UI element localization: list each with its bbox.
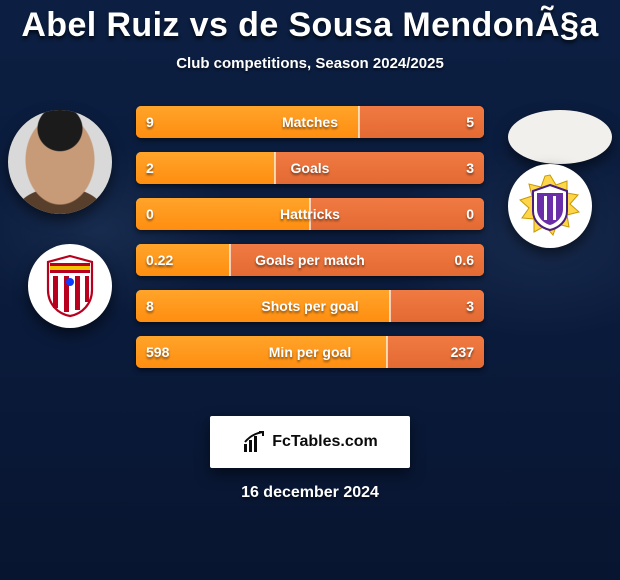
stat-divider [386, 336, 388, 368]
stat-seg-right [230, 244, 484, 276]
stat-seg-left [136, 152, 275, 184]
stat-value-left: 9 [146, 114, 154, 130]
stat-value-left: 0 [146, 206, 154, 222]
subtitle: Club competitions, Season 2024/2025 [0, 55, 620, 72]
stat-divider [229, 244, 231, 276]
stat-value-right: 5 [466, 114, 474, 130]
stat-value-left: 8 [146, 298, 154, 314]
stat-value-right: 237 [451, 344, 474, 360]
stat-value-left: 0.22 [146, 252, 173, 268]
stat-seg-right [359, 106, 484, 138]
brand-label: FcTables.com [272, 433, 378, 451]
stat-seg-left [136, 106, 359, 138]
stat-row: Hattricks00 [136, 198, 484, 230]
girona-badge-icon [44, 254, 96, 318]
stat-value-right: 3 [466, 160, 474, 176]
stat-value-left: 598 [146, 344, 169, 360]
stat-bars: Matches95Goals23Hattricks00Goals per mat… [136, 106, 484, 368]
face-placeholder-icon [8, 110, 112, 214]
date-label: 16 december 2024 [0, 484, 620, 502]
stat-seg-right [310, 198, 484, 230]
stat-row: Matches95 [136, 106, 484, 138]
stat-seg-left [136, 198, 310, 230]
stat-seg-left [136, 336, 387, 368]
stat-row: Goals per match0.220.6 [136, 244, 484, 276]
stat-divider [389, 290, 391, 322]
brand-plate: FcTables.com [210, 416, 410, 468]
stat-divider [358, 106, 360, 138]
valladolid-badge-icon [517, 173, 583, 239]
stat-seg-left [136, 290, 390, 322]
stat-divider [309, 198, 311, 230]
stat-row: Goals23 [136, 152, 484, 184]
stat-value-right: 0.6 [455, 252, 474, 268]
stat-row: Shots per goal83 [136, 290, 484, 322]
page-title: Abel Ruiz vs de Sousa MendonÃ§a [0, 0, 620, 45]
stat-divider [274, 152, 276, 184]
player-right-photo [508, 110, 612, 164]
stat-value-left: 2 [146, 160, 154, 176]
player-left-photo [8, 110, 112, 214]
stat-value-right: 0 [466, 206, 474, 222]
stat-seg-right [275, 152, 484, 184]
fctables-logo-icon [242, 430, 266, 454]
club-badge-left [28, 244, 112, 328]
stat-row: Min per goal598237 [136, 336, 484, 368]
club-badge-right [508, 164, 592, 248]
stat-value-right: 3 [466, 298, 474, 314]
comparison-arena: Matches95Goals23Hattricks00Goals per mat… [0, 96, 620, 396]
